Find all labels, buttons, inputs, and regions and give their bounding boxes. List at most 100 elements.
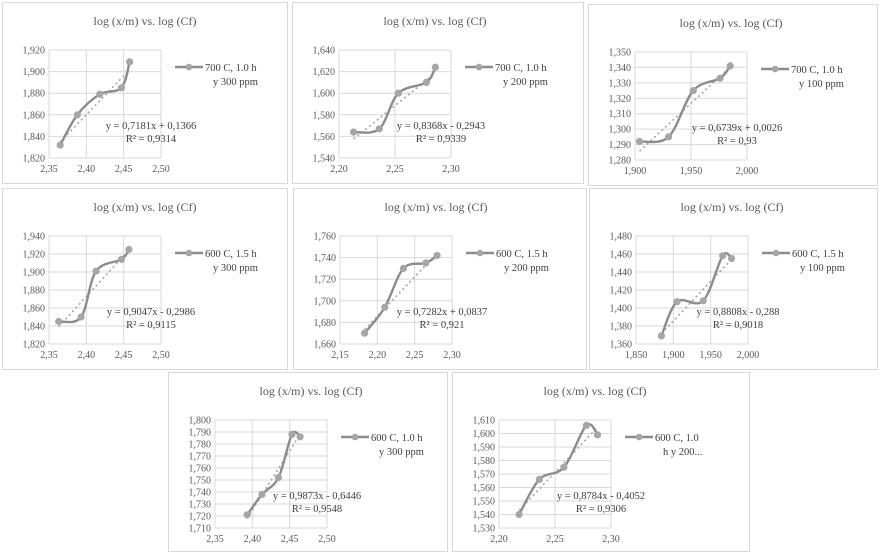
legend-label: y 300 ppm [379,447,424,458]
line-chart: log (x/m) vs. log (Cf) 1,540 1,560 1,580 1,6… [313,14,548,175]
x-tick-label: 2,000 [736,166,759,177]
y-tick-label: 1,720 [314,275,337,286]
x-tick-label: 2,20 [490,534,508,545]
y-tick-label: 1,400 [610,304,633,315]
line-chart: log (x/m) vs. log (Cf) 1,820 1,840 1,860 1,8… [23,14,258,175]
x-tick-label: 2,45 [115,350,133,361]
data-point [422,78,430,86]
x-tick-label: 2,30 [443,350,461,361]
y-tick-label: 1,320 [609,94,632,105]
trendline-r-squared: R² = 0,921 [420,320,465,331]
y-tick-label: 1,620 [313,67,336,78]
data-point [125,245,133,254]
trendline [660,258,733,335]
y-tick-label: 1,570 [473,470,496,481]
data-point [665,133,673,141]
data-point [96,90,104,98]
legend-label: y 100 ppm [800,263,845,274]
x-tick-label: 2,45 [115,164,133,175]
y-tick-label: 1,300 [609,125,632,136]
chart-title: log (x/m) vs. log (Cf) [681,200,784,214]
legend-label: y 300 ppm [213,263,258,274]
chart-title: log (x/m) vs. log (Cf) [384,14,487,28]
data-point [55,317,63,326]
x-tick-label: 2,40 [78,164,96,175]
trendline-equation: y = 0,6739x + 0,0026 [692,123,783,134]
y-tick-label: 1,860 [23,304,46,315]
y-tick-label: 1,600 [473,429,496,440]
data-point [394,89,402,97]
legend-marker-icon [185,63,193,71]
y-tick-label: 1,770 [189,452,212,463]
y-tick-label: 1,860 [23,110,46,121]
x-tick-label: 2,15 [331,350,349,361]
data-point [258,490,266,498]
trendline-r-squared: R² = 0,9115 [126,320,176,331]
data-point [699,297,707,305]
line-chart: log (x/m) vs. log (Cf) 1,530 1,540 1,550 1,5… [473,384,703,545]
data-point [560,463,568,471]
y-tick-label: 1,760 [314,232,337,243]
data-point [243,511,251,519]
data-point [657,332,665,340]
x-tick-label: 1,850 [625,350,648,361]
trendline-r-squared: R² = 0,9314 [126,134,177,145]
legend-marker-icon [635,433,643,441]
chart-title: log (x/m) vs. log (Cf) [385,200,488,214]
chart-panel-2: log (x/m) vs. log (Cf) 1,540 1,560 1,580 1,6… [292,2,584,184]
data-point [288,430,296,438]
trendline [638,66,731,152]
data-point [296,433,304,441]
trendline-r-squared: R² = 0,9339 [416,134,466,145]
trendline-equation: y = 0,7282x + 0,0837 [397,307,488,318]
data-point [349,128,358,136]
y-tick-label: 1,700 [314,296,337,307]
x-tick-label: 2,20 [369,350,387,361]
data-point [381,303,389,311]
chart-title: log (x/m) vs. log (Cf) [94,200,197,214]
y-tick-label: 1,730 [189,500,212,511]
data-point [422,259,430,267]
y-tick-label: 1,580 [473,456,496,467]
data-point [582,421,590,429]
trendline-r-squared: R² = 0,93 [717,136,757,147]
y-tick-label: 1,840 [23,322,46,333]
data-point [635,137,644,146]
data-point [375,125,383,133]
x-tick-label: 2,20 [330,164,348,175]
x-tick-label: 2,30 [442,164,460,175]
y-tick-label: 1,340 [609,63,632,74]
y-tick-label: 1,360 [610,340,633,351]
x-tick-label: 2,25 [546,534,564,545]
data-point [727,254,736,263]
data-point [726,62,734,70]
y-tick-label: 1,640 [313,46,336,57]
y-tick-label: 1,900 [23,268,46,279]
x-tick-label: 2,35 [206,534,224,545]
trendline-equation: y = 0,8808x - 0,288 [697,307,780,318]
y-tick-label: 1,290 [609,140,632,151]
y-tick-label: 1,880 [23,286,46,297]
y-tick-label: 1,740 [314,253,337,264]
legend-marker-icon [185,249,193,257]
x-tick-label: 2,25 [386,164,404,175]
chart-title: log (x/m) vs. log (Cf) [680,16,783,30]
data-point [399,264,408,272]
y-tick-label: 1,580 [313,110,336,121]
legend-marker-icon [475,63,483,71]
data-point [593,431,602,439]
y-tick-label: 1,350 [609,48,632,59]
x-tick-label: 2,000 [737,350,760,361]
chart-panel-7: log (x/m) vs. log (Cf) 1,710 1,720 1,730 1,7… [168,372,448,552]
data-point [716,74,724,82]
data-point [73,111,81,119]
x-tick-label: 2,40 [78,350,96,361]
data-point [431,63,439,71]
y-tick-label: 1,880 [23,89,46,100]
trendline [58,249,130,328]
trendline-equation: y = 0,9873x - 0,6446 [273,491,361,502]
chart-panel-4: log (x/m) vs. log (Cf) 1,820 1,840 1,860 1,8… [2,188,288,370]
y-tick-label: 1,440 [610,268,633,279]
x-tick-label: 1,900 [662,350,685,361]
x-tick-label: 1,950 [699,350,722,361]
